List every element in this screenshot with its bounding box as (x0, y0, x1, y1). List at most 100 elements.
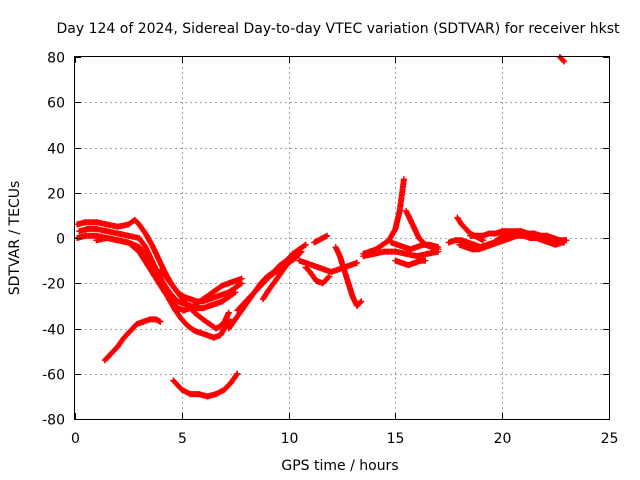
data-points (74, 54, 570, 400)
data-point (146, 316, 153, 323)
data-point (148, 241, 155, 248)
data-point (435, 246, 442, 253)
data-point (289, 255, 296, 262)
data-point (142, 244, 149, 251)
data-point (266, 273, 273, 280)
data-point (170, 377, 177, 384)
data-point (84, 225, 91, 232)
data-point (492, 230, 499, 237)
data-point (131, 216, 138, 223)
data-point (270, 280, 277, 287)
data-point (392, 225, 399, 232)
data-point (315, 264, 322, 271)
data-point (349, 293, 356, 300)
data-point (501, 237, 508, 244)
data-point (217, 323, 224, 330)
data-point (219, 282, 226, 289)
data-point (136, 221, 143, 228)
y-tick-label: 80 (47, 51, 65, 67)
data-point (277, 271, 284, 278)
data-point (219, 291, 226, 298)
data-point (454, 214, 461, 221)
data-point (392, 248, 399, 255)
x-tick-label: 20 (494, 431, 512, 447)
x-tick-label: 0 (71, 431, 80, 447)
series-arc-18 (392, 257, 429, 269)
data-point (234, 307, 241, 314)
data-point (93, 225, 100, 232)
data-point (296, 248, 303, 255)
data-point (507, 235, 514, 241)
data-point (452, 237, 459, 244)
data-point (213, 287, 219, 293)
data-point (213, 293, 219, 300)
data-point (302, 241, 309, 248)
series-arc-24 (311, 232, 330, 246)
data-point (458, 221, 465, 228)
data-point (388, 239, 395, 246)
data-point (114, 237, 121, 244)
y-tick-label: -40 (42, 323, 65, 339)
series-arc-17 (403, 207, 442, 253)
data-point (157, 318, 164, 325)
data-point (104, 221, 110, 228)
data-point (210, 334, 217, 341)
data-point (264, 289, 271, 296)
data-point (206, 291, 213, 298)
y-tick-label: 40 (47, 142, 65, 158)
x-axis-label: GPS time / hours (281, 458, 398, 474)
data-point (125, 239, 132, 246)
data-point (200, 316, 207, 323)
data-point (488, 241, 495, 248)
data-point (482, 244, 489, 251)
data-point (198, 330, 204, 336)
data-point (345, 280, 352, 287)
series-arc-11 (296, 257, 360, 275)
data-point (93, 219, 100, 226)
data-point (213, 325, 219, 332)
data-point (563, 237, 570, 244)
data-point (302, 264, 309, 271)
data-point (221, 318, 228, 325)
data-point (561, 58, 568, 65)
data-point (321, 266, 328, 273)
data-point (319, 280, 326, 287)
data-point (240, 300, 247, 307)
chart-title: Day 124 of 2024, Sidereal Day-to-day VTE… (57, 21, 620, 37)
data-point (407, 246, 414, 253)
data-point (334, 266, 341, 273)
data-point (213, 391, 219, 398)
data-point (411, 259, 418, 266)
data-point (309, 262, 316, 269)
data-point (74, 221, 81, 228)
data-point (445, 239, 452, 246)
data-point (546, 239, 553, 246)
data-point (114, 343, 121, 350)
data-point (556, 237, 563, 244)
data-point (473, 232, 480, 239)
data-point (114, 223, 121, 230)
data-point (499, 228, 506, 235)
data-point (381, 248, 388, 255)
data-point (456, 241, 463, 248)
data-point (133, 321, 140, 327)
data-point (332, 244, 339, 251)
data-point (413, 244, 420, 251)
series-arc-15 (360, 248, 442, 260)
data-point (358, 298, 365, 305)
data-point (424, 250, 431, 257)
data-point (462, 244, 469, 251)
data-point (221, 386, 228, 393)
series-arc-6 (101, 316, 164, 364)
data-point (168, 298, 175, 305)
data-point (187, 391, 194, 398)
data-point (283, 262, 290, 269)
data-point (174, 298, 181, 305)
series-arc-22 (467, 228, 570, 244)
data-point (403, 250, 410, 257)
data-point (360, 253, 367, 260)
data-point (206, 302, 213, 309)
series-arc-23 (556, 54, 568, 65)
data-point (537, 232, 544, 239)
